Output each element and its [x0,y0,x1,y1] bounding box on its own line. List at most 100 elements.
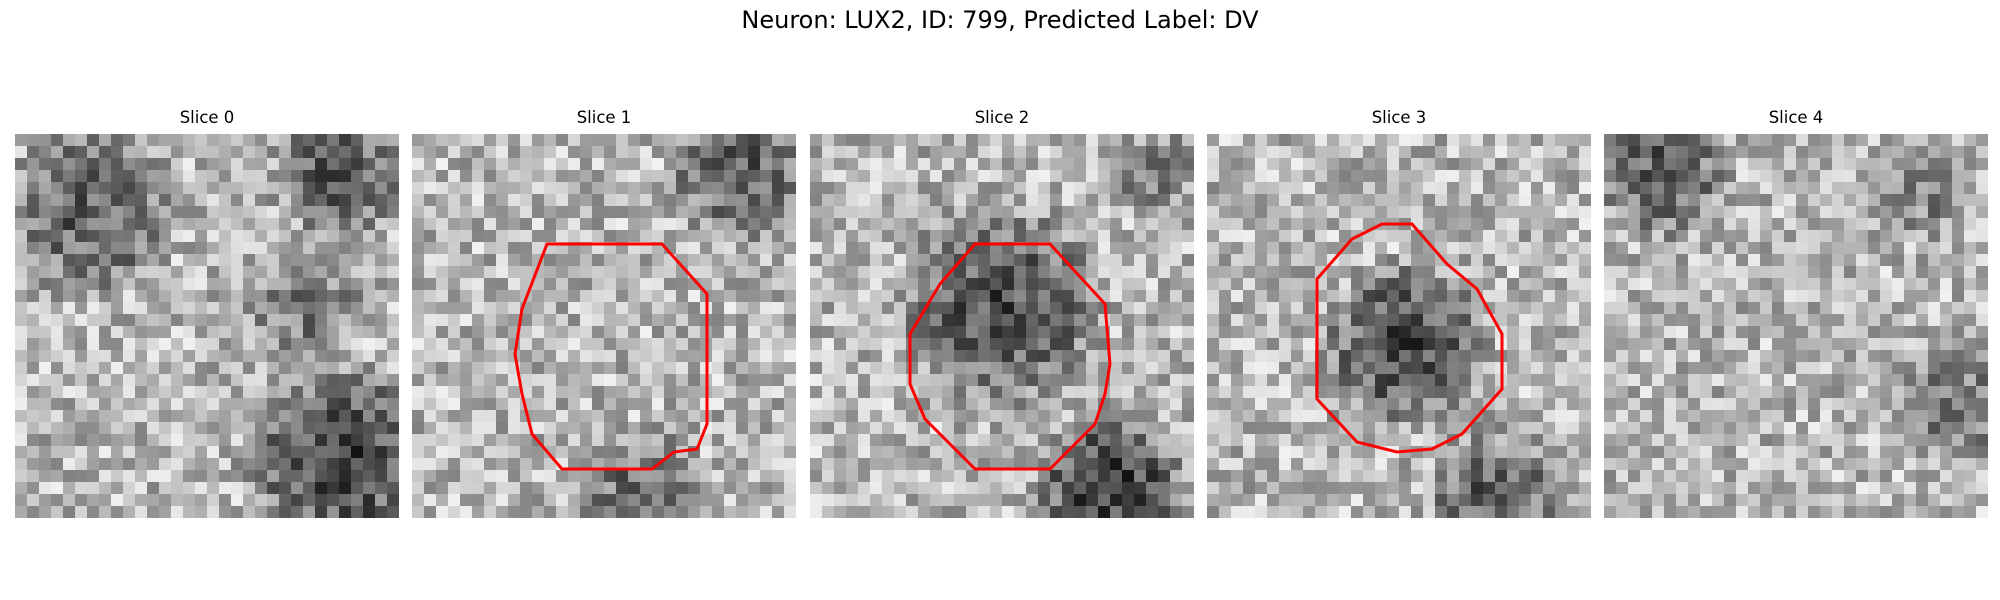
image-pixel [279,206,291,218]
image-pixel [870,482,882,494]
image-pixel [111,326,123,338]
image-pixel [1134,494,1146,506]
image-pixel [556,506,568,518]
image-pixel [1002,470,1014,482]
image-pixel [87,206,99,218]
image-pixel [1567,494,1579,506]
image-pixel [1411,470,1423,482]
image-pixel [1399,326,1411,338]
image-pixel [1279,290,1291,302]
image-pixel [556,278,568,290]
image-pixel [640,206,652,218]
image-pixel [363,386,375,398]
image-pixel [810,434,822,446]
image-pixel [1495,302,1507,314]
image-pixel [1110,386,1122,398]
image-pixel [1279,362,1291,374]
image-pixel [1303,314,1315,326]
image-pixel [303,422,315,434]
image-pixel [1363,146,1375,158]
image-pixel [664,494,676,506]
image-pixel [628,374,640,386]
image-pixel [1447,410,1459,422]
image-pixel [978,482,990,494]
image-pixel [894,158,906,170]
image-pixel [736,494,748,506]
image-pixel [508,314,520,326]
image-pixel [772,422,784,434]
image-pixel [39,398,51,410]
image-pixel [291,434,303,446]
image-pixel [1086,230,1098,242]
image-pixel [748,470,760,482]
image-pixel [327,254,339,266]
image-pixel [1976,194,1988,206]
image-pixel [724,182,736,194]
image-pixel [1916,146,1928,158]
image-pixel [51,278,63,290]
image-pixel [1832,338,1844,350]
image-pixel [628,470,640,482]
image-pixel [664,482,676,494]
image-pixel [1748,194,1760,206]
image-pixel [846,506,858,518]
image-pixel [159,266,171,278]
image-pixel [436,170,448,182]
image-pixel [1543,362,1555,374]
image-pixel [315,278,327,290]
image-pixel [1676,398,1688,410]
image-pixel [652,494,664,506]
image-pixel [99,410,111,422]
image-pixel [604,146,616,158]
image-pixel [351,434,363,446]
image-pixel [580,158,592,170]
image-pixel [1724,314,1736,326]
image-pixel [930,146,942,158]
image-pixel [1904,386,1916,398]
image-pixel [1856,254,1868,266]
image-pixel [1531,506,1543,518]
image-pixel [315,434,327,446]
image-pixel [1904,158,1916,170]
image-pixel [1098,434,1110,446]
image-pixel [255,446,267,458]
image-pixel [810,374,822,386]
image-pixel [1411,242,1423,254]
image-pixel [1832,314,1844,326]
image-pixel [1976,350,1988,362]
image-pixel [1519,194,1531,206]
image-pixel [315,506,327,518]
image-pixel [1760,266,1772,278]
image-pixel [484,326,496,338]
image-pixel [508,434,520,446]
image-pixel [1351,146,1363,158]
image-pixel [339,374,351,386]
image-pixel [1712,218,1724,230]
image-pixel [628,230,640,242]
image-pixel [135,410,147,422]
image-pixel [255,410,267,422]
image-pixel [990,482,1002,494]
image-pixel [1219,194,1231,206]
image-pixel [1676,278,1688,290]
image-pixel [942,158,954,170]
image-pixel [1399,338,1411,350]
image-pixel [231,326,243,338]
image-pixel [1676,242,1688,254]
image-pixel [544,218,556,230]
image-pixel [1712,254,1724,266]
image-pixel [1279,338,1291,350]
image-pixel [966,194,978,206]
image-pixel [568,494,580,506]
image-pixel [1567,314,1579,326]
image-pixel [858,422,870,434]
image-pixel [183,266,195,278]
image-pixel [882,302,894,314]
image-pixel [1062,146,1074,158]
image-pixel [1676,290,1688,302]
image-pixel [1567,422,1579,434]
image-pixel [1928,362,1940,374]
image-pixel [484,398,496,410]
image-pixel [243,206,255,218]
image-pixel [1928,410,1940,422]
